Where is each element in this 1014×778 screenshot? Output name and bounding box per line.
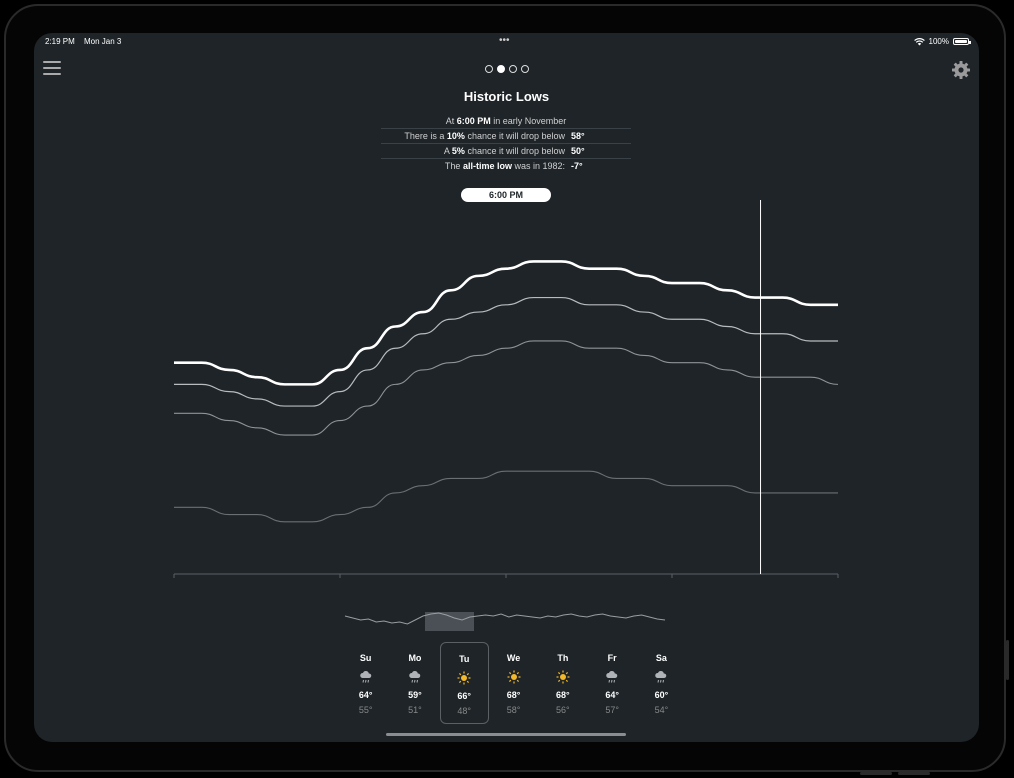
day-high: 66° (457, 691, 472, 701)
day-high: 68° (556, 690, 570, 700)
time-pill[interactable]: 6:00 PM (461, 188, 551, 202)
sparkline-path (344, 612, 666, 625)
text: in early November (490, 116, 567, 126)
multitask-dots-icon[interactable]: ••• (499, 35, 510, 46)
battery-percent: 100% (928, 37, 949, 46)
day-name: We (506, 653, 521, 663)
rain-cloud-icon (341, 670, 390, 686)
page-dot[interactable] (485, 65, 493, 73)
page-indicator[interactable] (485, 65, 529, 73)
day-low: 48° (457, 706, 472, 716)
page-dot[interactable] (509, 65, 517, 73)
menu-icon[interactable] (43, 61, 61, 77)
day-low: 51° (408, 705, 422, 715)
day-high: 59° (408, 690, 422, 700)
day-th[interactable]: Th 68° 56° (538, 642, 587, 724)
day-low: 57° (605, 705, 619, 715)
temp-value: -7° (571, 161, 583, 171)
home-indicator[interactable] (386, 733, 626, 736)
chart-series-group (173, 260, 839, 523)
sun-icon (538, 670, 587, 686)
page-dot[interactable] (521, 65, 529, 73)
page-dot-active[interactable] (497, 65, 505, 73)
rain-cloud-icon (587, 670, 636, 686)
sparkline-selection[interactable] (425, 612, 474, 631)
side-button (1006, 640, 1009, 680)
day-low: 56° (556, 705, 570, 715)
day-high: 68° (506, 690, 521, 700)
day-low: 58° (506, 705, 521, 715)
gear-icon[interactable] (951, 60, 971, 80)
day-name: Sa (655, 653, 667, 663)
series-line-3 (174, 340, 839, 436)
day-fr[interactable]: Fr 64° 57° (587, 642, 636, 724)
day-high: 64° (605, 690, 619, 700)
series-line-1 (174, 260, 838, 386)
page-title: Historic Lows (463, 89, 550, 104)
series-line-2 (173, 296, 838, 407)
status-date: Mon Jan 3 (84, 37, 122, 46)
stats-row-10pct: There is a 10% chance it will drop below… (381, 129, 631, 144)
text: A (443, 146, 452, 156)
day-tu[interactable]: Tu 66° 48° (439, 642, 489, 724)
day-name: Th (557, 653, 569, 663)
rain-cloud-icon (637, 670, 686, 686)
day-name: Su (359, 653, 372, 663)
wifi-icon (913, 37, 925, 45)
stats-panel: At 6:00 PM in early November There is a … (381, 114, 631, 173)
forecast-row: Su 64° 55° Mo 59° 51° Tu 66° 48° We 68° 58° Th 68° 56°… (341, 642, 686, 724)
text: At (445, 116, 457, 126)
week-sparkline[interactable] (341, 606, 681, 636)
time-value: 6:00 PM (456, 116, 491, 126)
day-we[interactable]: We 68° 58° (489, 642, 538, 724)
status-right: 100% (913, 37, 971, 46)
status-bar: 2:19 PM Mon Jan 3 ••• 100% (34, 35, 979, 51)
text: The (444, 161, 463, 171)
series-line-4 (174, 470, 838, 523)
status-time: 2:19 PM (45, 37, 75, 46)
x-ticks-group: 12 AM6 AM12 PM6 PM12 AM (173, 574, 839, 578)
text: chance it will drop below (464, 146, 565, 156)
stats-row-record: The all-time low was in 1982: -7° (381, 159, 631, 173)
text: chance it will drop below (464, 131, 565, 141)
volume-button (898, 772, 930, 775)
day-high: 64° (358, 690, 373, 700)
day-high: 60° (654, 690, 669, 700)
day-mo[interactable]: Mo 59° 51° (390, 642, 439, 724)
battery-icon (953, 38, 971, 45)
temp-value: 50° (571, 146, 585, 156)
day-low: 54° (654, 705, 669, 715)
stats-row-time: At 6:00 PM in early November (381, 114, 631, 129)
text: There is a (404, 131, 447, 141)
stats-row-5pct: A 5% chance it will drop below 50° (381, 144, 631, 159)
record-label: all-time low (462, 161, 512, 171)
day-name: Tu (459, 654, 470, 664)
volume-button (860, 772, 892, 775)
day-su[interactable]: Su 64° 55° (341, 642, 390, 724)
screen: 2:19 PM Mon Jan 3 ••• 100% Historic Lows (34, 33, 979, 742)
day-name: Fr (607, 653, 617, 663)
sun-icon (489, 670, 538, 686)
percent-value: 5% (451, 146, 465, 156)
day-sa[interactable]: Sa 60° 54° (637, 642, 686, 724)
temp-value: 58° (571, 131, 585, 141)
sun-icon (441, 671, 488, 687)
text: was in 1982: (511, 161, 565, 171)
main-chart[interactable]: 12 AM6 AM12 PM6 PM12 AM (34, 198, 979, 578)
percent-value: 10% (446, 131, 465, 141)
day-name: Mo (408, 653, 422, 663)
rain-cloud-icon (390, 670, 439, 686)
day-low: 55° (358, 705, 373, 715)
